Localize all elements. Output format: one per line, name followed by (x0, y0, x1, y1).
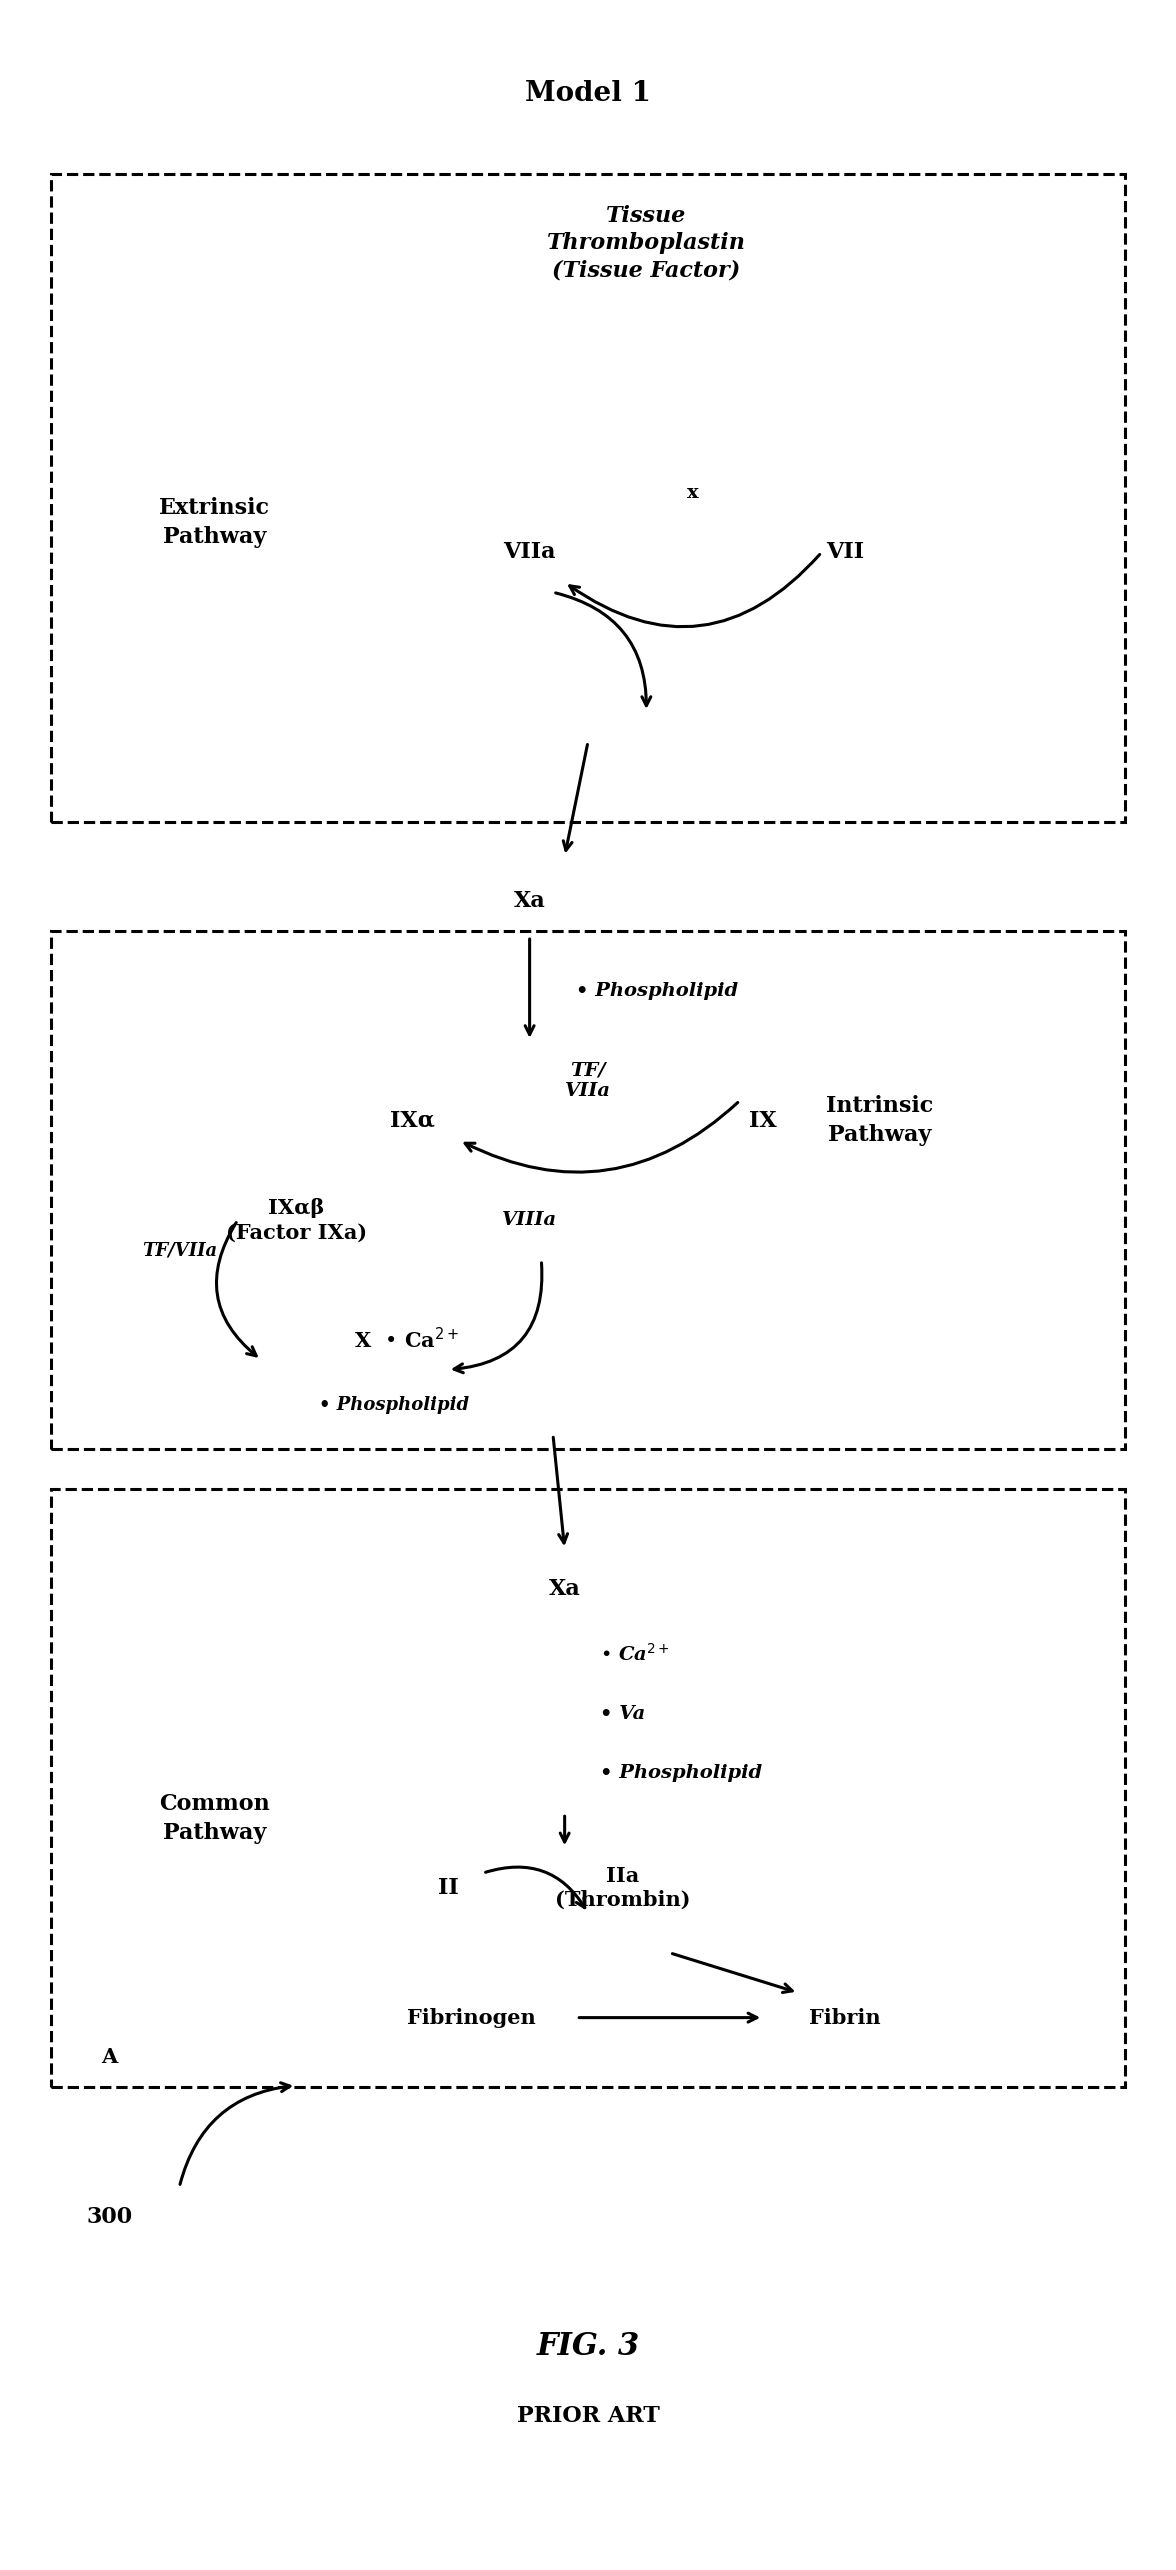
Text: X  • Ca$^{2+}$: X • Ca$^{2+}$ (354, 1326, 460, 1352)
Text: VII: VII (826, 542, 864, 563)
Text: 300: 300 (86, 2205, 133, 2228)
Text: • Va: • Va (600, 1704, 644, 1722)
Text: FIG. 3: FIG. 3 (536, 2331, 640, 2362)
Text: • Phospholipid: • Phospholipid (320, 1396, 469, 1414)
Text: A: A (101, 2048, 118, 2066)
Text: Extrinsic
Pathway: Extrinsic Pathway (159, 496, 269, 547)
Text: Fibrinogen: Fibrinogen (407, 2007, 535, 2028)
Text: • Phospholipid: • Phospholipid (600, 1766, 762, 1784)
Text: VIIIa: VIIIa (502, 1210, 557, 1228)
Text: Model 1: Model 1 (524, 80, 652, 108)
Text: • Ca$^{2+}$: • Ca$^{2+}$ (600, 1642, 669, 1665)
Text: Common
Pathway: Common Pathway (159, 1794, 269, 1843)
Text: TF/VIIa: TF/VIIa (142, 1241, 216, 1259)
Text: Intrinsic
Pathway: Intrinsic Pathway (827, 1095, 934, 1146)
Text: PRIOR ART: PRIOR ART (516, 2406, 660, 2426)
Text: • Phospholipid: • Phospholipid (576, 982, 739, 1000)
Text: Xa: Xa (514, 889, 546, 912)
Text: IIa
(Thrombin): IIa (Thrombin) (555, 1866, 690, 1910)
Text: Xa: Xa (549, 1578, 581, 1601)
Text: II: II (437, 1876, 459, 1899)
Text: TF/
VIIa: TF/ VIIa (564, 1061, 612, 1100)
Text: x: x (687, 483, 699, 501)
Text: IX: IX (749, 1110, 777, 1131)
Bar (51, 930, 1125, 1449)
Bar (51, 1491, 1125, 2087)
Text: IXαβ
(Factor IXa): IXαβ (Factor IXa) (226, 1198, 367, 1244)
Text: Tissue
Thromboplastin
(Tissue Factor): Tissue Thromboplastin (Tissue Factor) (547, 206, 746, 283)
Text: IXα: IXα (390, 1110, 435, 1131)
Bar (51, 175, 1125, 822)
Text: VIIa: VIIa (503, 542, 556, 563)
Text: Fibrin: Fibrin (809, 2007, 881, 2028)
